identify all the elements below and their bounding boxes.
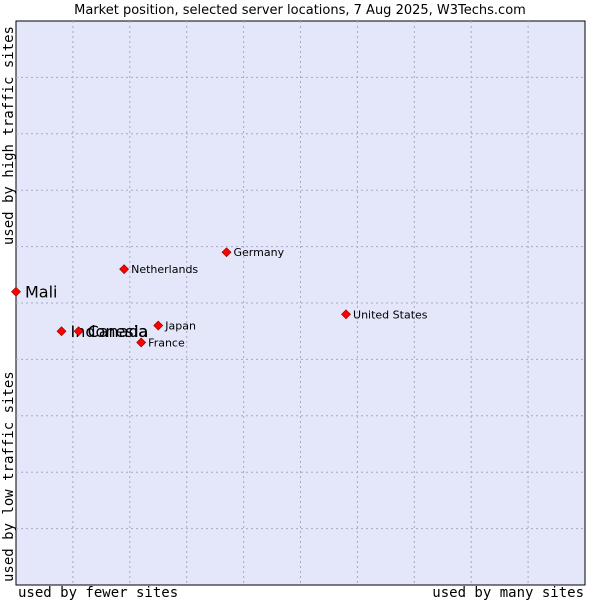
label-germany: Germany: [234, 246, 285, 259]
point-france: [136, 337, 147, 348]
point-netherlands: [119, 264, 130, 275]
x-axis-label-right: used by many sites: [432, 585, 584, 600]
point-indonesia: [56, 326, 67, 337]
point-germany: [221, 247, 232, 258]
x-axis-label-left: used by fewer sites: [18, 585, 178, 600]
label-indonesia: Indonesia: [71, 322, 148, 341]
label-netherlands: Netherlands: [131, 263, 198, 276]
label-mali: Mali: [25, 283, 58, 302]
chart-title: Market position, selected server locatio…: [74, 3, 526, 18]
label-france: France: [148, 336, 185, 349]
y-axis-label-top: used by high traffic sites: [1, 26, 17, 245]
y-axis-label-bottom: used by low traffic sites: [1, 371, 17, 582]
label-united-states: United States: [353, 308, 428, 321]
label-canada: Canada: [88, 322, 149, 341]
point-canada: [73, 326, 84, 337]
gridlines: [16, 21, 585, 585]
point-japan: [153, 320, 164, 331]
point-united-states: [341, 309, 351, 320]
label-japan: Japan: [164, 320, 196, 333]
point-mali: [11, 286, 21, 297]
